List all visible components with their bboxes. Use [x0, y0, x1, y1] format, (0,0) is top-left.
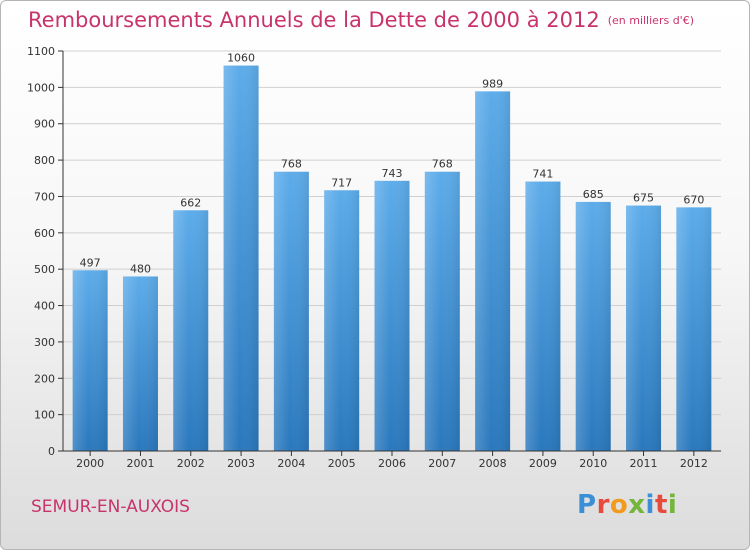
logo-letter: x [628, 490, 646, 520]
x-tick-label: 2006 [378, 457, 406, 470]
data-label: 741 [532, 168, 553, 181]
x-tick-label: 2009 [529, 457, 557, 470]
bar-shine [424, 171, 460, 451]
y-tick-label: 1100 [27, 45, 55, 58]
bar-shine [72, 270, 108, 451]
bar-shine [626, 205, 662, 451]
bar-shine [575, 201, 611, 451]
data-label: 743 [382, 167, 403, 180]
x-tick-label: 2011 [630, 457, 658, 470]
logo-letter: P [577, 490, 597, 520]
axis-layer: 0 100 200 300 400 500 600 700 800 900 1000 1100 2000… [27, 45, 721, 470]
y-tick-label: 600 [34, 227, 55, 240]
x-tick-label: 2008 [479, 457, 507, 470]
bar-shine [173, 210, 209, 451]
data-label: 768 [432, 158, 453, 171]
data-label: 685 [583, 188, 604, 201]
data-label: 670 [683, 193, 704, 206]
x-tick-label: 2002 [177, 457, 205, 470]
bar-shine [676, 207, 712, 451]
x-tick-label: 2010 [579, 457, 607, 470]
x-tick-label: 2005 [328, 457, 356, 470]
x-tick-label: 2012 [680, 457, 708, 470]
x-tick-label: 2004 [277, 457, 305, 470]
y-tick-label: 700 [34, 190, 55, 203]
y-tick-label: 500 [34, 263, 55, 276]
data-label: 717 [331, 176, 352, 189]
bar-shine [374, 180, 410, 451]
logo-letter: r [596, 490, 610, 520]
data-label: 768 [281, 158, 302, 171]
y-tick-label: 0 [48, 445, 55, 458]
chart-title-text: Remboursements Annuels de la Dette de 20… [28, 8, 600, 32]
data-label: 989 [482, 77, 503, 90]
y-tick-label: 100 [34, 409, 55, 422]
proxiti-logo: Proxiti [577, 490, 677, 520]
y-tick-label: 800 [34, 154, 55, 167]
logo-letter: i [667, 490, 678, 520]
data-label: 662 [180, 196, 201, 209]
x-tick-label: 2000 [76, 457, 104, 470]
chart-unit: (en milliers d'€) [607, 14, 694, 27]
town-name: SEMUR-EN-AUXOIS [31, 497, 190, 517]
bar-shine [273, 171, 309, 451]
data-label: 675 [633, 192, 654, 205]
y-tick-label: 400 [34, 300, 55, 313]
data-label: 1060 [227, 52, 255, 65]
bar-shine [324, 190, 360, 452]
y-tick-label: 1000 [27, 81, 55, 94]
data-label: 480 [130, 262, 151, 275]
bar-shine [122, 276, 158, 451]
data-label: 497 [80, 256, 101, 269]
x-tick-label: 2007 [428, 457, 456, 470]
bar-shine [475, 91, 511, 451]
chart-title: Remboursements Annuels de la Dette de 20… [28, 8, 694, 32]
x-tick-label: 2003 [227, 457, 255, 470]
y-tick-label: 900 [34, 118, 55, 131]
x-tick-label: 2001 [126, 457, 154, 470]
y-tick-label: 300 [34, 336, 55, 349]
logo-letter: i [645, 490, 655, 520]
bar-shine [525, 181, 561, 451]
bar-layer: 497 480 662 1060 768 717 743 768 989 741 685 675 670 [72, 52, 712, 452]
logo-letter: o [609, 490, 629, 520]
y-tick-label: 200 [34, 372, 55, 385]
logo-letter: t [654, 490, 668, 520]
bar-shine [223, 65, 259, 451]
